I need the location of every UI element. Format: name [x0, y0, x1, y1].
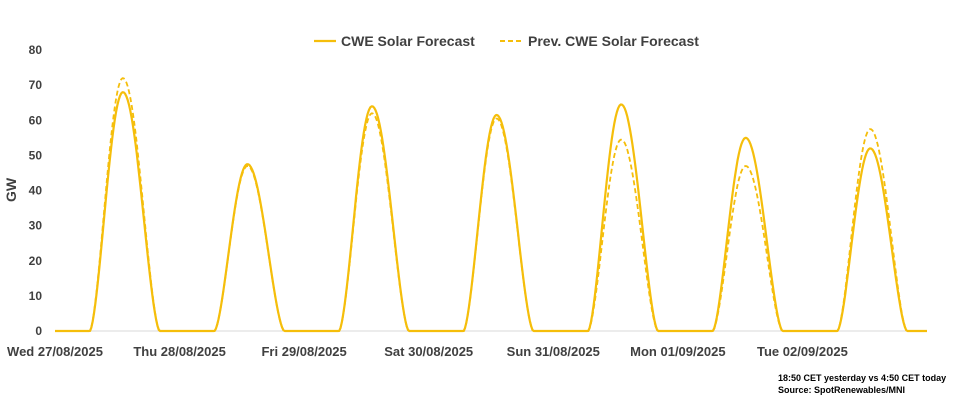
y-tick-label: 70 — [29, 78, 43, 92]
y-axis-ticks: 0 10 20 30 40 50 60 70 80 — [29, 43, 43, 338]
y-tick-label: 20 — [29, 254, 43, 268]
x-tick-label: Mon 01/09/2025 — [630, 344, 725, 359]
note-line-1: 18:50 CET yesterday vs 4:50 CET today — [778, 373, 946, 383]
y-tick-label: 0 — [35, 324, 42, 338]
legend: CWE Solar Forecast Prev. CWE Solar Forec… — [314, 33, 699, 49]
y-tick-label: 40 — [29, 184, 43, 198]
legend-label-current: CWE Solar Forecast — [341, 33, 475, 49]
series-line-current-forecast — [55, 91, 927, 333]
y-tick-label: 60 — [29, 113, 43, 127]
x-tick-label: Fri 29/08/2025 — [261, 344, 346, 359]
y-tick-label: 30 — [29, 219, 43, 233]
legend-label-previous: Prev. CWE Solar Forecast — [528, 33, 699, 49]
x-tick-label: Tue 02/09/2025 — [757, 344, 848, 359]
series-line-previous-forecast — [55, 77, 927, 332]
x-tick-label: Wed 27/08/2025 — [7, 344, 103, 359]
y-tick-label: 10 — [29, 289, 43, 303]
x-axis-ticks: Wed 27/08/2025 Thu 28/08/2025 Fri 29/08/20… — [7, 344, 848, 359]
x-tick-label: Sun 31/08/2025 — [507, 344, 600, 359]
x-tick-label: Sat 30/08/2025 — [384, 344, 473, 359]
y-tick-label: 80 — [29, 43, 43, 57]
y-axis-title: GW — [3, 177, 19, 202]
source-note: 18:50 CET yesterday vs 4:50 CET today So… — [778, 373, 946, 395]
series-lines — [55, 77, 927, 333]
y-tick-label: 50 — [29, 148, 43, 162]
note-line-2: Source: SpotRenewables/MNI — [778, 385, 905, 395]
x-tick-label: Thu 28/08/2025 — [133, 344, 226, 359]
